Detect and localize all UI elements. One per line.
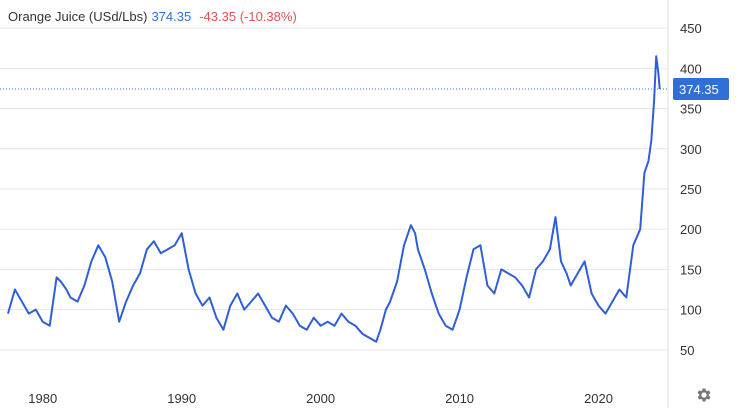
x-tick-label: 1980 — [28, 391, 57, 406]
last-price-badge-label: 374.35 — [679, 82, 719, 97]
chart-header: Orange Juice (USd/Lbs) 374.35 -43.35 (-10.… — [8, 9, 297, 24]
price-series-line[interactable] — [7, 55, 661, 343]
y-tick-label: 350 — [680, 102, 702, 117]
y-axis-ticks: 50 100 150 200 250 300 350 400 450 — [680, 21, 702, 358]
instrument-name: Orange Juice (USd/Lbs) — [8, 9, 148, 24]
y-tick-label: 150 — [680, 262, 702, 277]
price-change: -43.35 (-10.38%) — [199, 9, 297, 24]
y-tick-label: 50 — [680, 343, 694, 358]
current-price: 374.35 — [151, 9, 192, 24]
x-tick-label: 2020 — [584, 391, 613, 406]
x-tick-label: 2000 — [306, 391, 335, 406]
y-tick-label: 100 — [680, 303, 702, 318]
x-axis-ticks: 1980 1990 2000 2010 2020 — [28, 391, 613, 406]
last-price-badge-bg — [673, 77, 729, 100]
grid-lines — [0, 27, 668, 351]
last-price-badge: 374.35 — [673, 77, 729, 100]
gear-icon[interactable] — [695, 386, 713, 404]
x-tick-label: 2010 — [445, 391, 474, 406]
y-tick-label: 400 — [680, 61, 702, 76]
y-tick-label: 250 — [680, 182, 702, 197]
x-tick-label: 1990 — [167, 391, 196, 406]
y-tick-label: 200 — [680, 222, 702, 237]
y-tick-label: 450 — [680, 21, 702, 36]
y-tick-label: 300 — [680, 142, 702, 157]
